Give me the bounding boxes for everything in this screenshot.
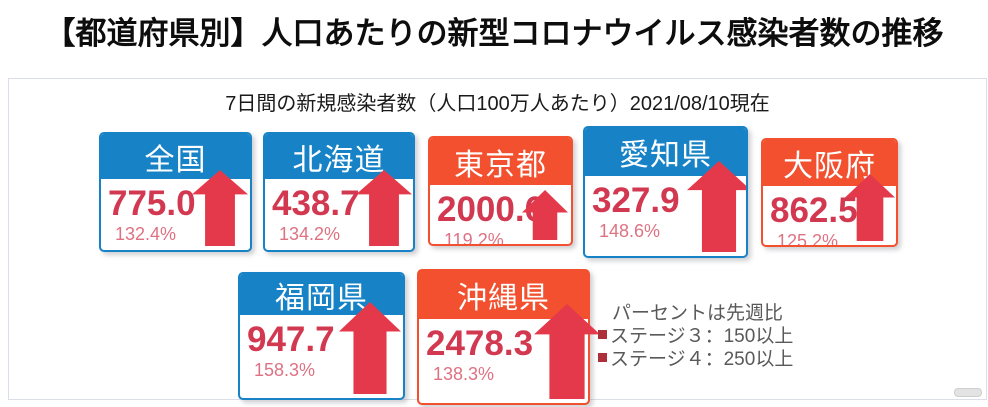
legend-stage3-label: ステージ３：150以上 [610,325,794,347]
prefecture-card-hokkaido: 北海道 438.7 134.2% [263,132,415,252]
stage4-bullet-icon [598,352,607,362]
week-over-week-percent: 158.3% [254,359,316,380]
prefecture-name: 北海道 [265,134,413,179]
trend-up-arrow-icon [534,304,600,399]
stage3-bullet-icon [598,329,607,339]
trend-up-arrow-icon [522,190,568,240]
week-over-week-percent: 132.4% [115,223,177,244]
infection-rate-value: 775.0 [108,184,196,223]
week-over-week-percent: 134.2% [279,223,341,244]
prefecture-card-okinawa: 沖縄県 2478.3 138.3% [417,269,600,405]
trend-up-arrow-icon [192,170,248,246]
page-title: 【都道府県別】人口あたりの新型コロナウイルス感染者数の推移 [44,16,944,51]
trend-up-arrow-icon [356,170,412,246]
prefecture-card-tokyo: 東京都 2000.6 119.2% [428,136,573,246]
trend-up-arrow-icon [339,302,401,394]
prefecture-name: 東京都 [430,138,571,185]
week-over-week-percent: 119.2% [444,229,504,246]
prefecture-card-osaka: 大阪府 862.5 125.2% [761,138,898,247]
prefecture-name: 沖縄県 [419,271,588,319]
prefecture-card-aichi: 愛知県 327.9 148.6% [583,126,748,258]
prefecture-name: 福岡県 [240,274,403,315]
infection-rate-value: 947.7 [247,320,335,359]
prefecture-card-zenkoku: 全国 775.0 132.4% [99,132,252,252]
prefecture-name: 全国 [101,134,250,179]
infection-rate-value: 438.7 [272,184,360,223]
legend: パーセントは先週比 ステージ３：150以上 ステージ４：250以上 [598,300,794,370]
legend-note: パーセントは先週比 [612,302,784,324]
infection-rate-value: 2478.3 [426,324,534,363]
legend-stage4-label: ステージ４：250以上 [610,348,794,370]
panel-subtitle: 7日間の新規感染者数（人口100万人あたり）2021/08/10現在 [225,93,770,115]
week-over-week-percent: 125.2% [777,230,839,247]
dashboard-panel: 7日間の新規感染者数（人口100万人あたり）2021/08/10現在 全国 77… [8,78,987,405]
prefecture-card-fukuoka: 福岡県 947.7 158.3% [238,272,405,400]
trend-up-arrow-icon [845,174,895,241]
infection-rate-value: 862.5 [770,191,858,230]
week-over-week-percent: 148.6% [599,220,661,241]
horizontal-scrollbar-thumb[interactable] [954,388,982,397]
trend-up-arrow-icon [687,161,746,252]
infection-rate-value: 327.9 [592,181,680,220]
week-over-week-percent: 138.3% [433,363,495,384]
